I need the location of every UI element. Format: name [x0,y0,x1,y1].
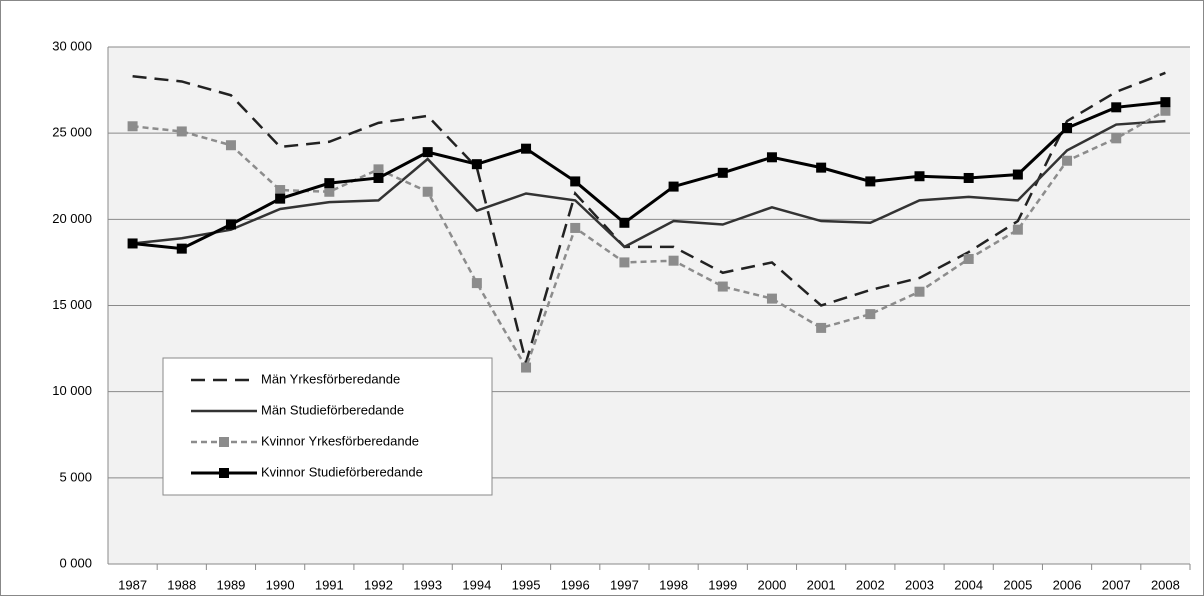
point-marker [1062,155,1073,166]
point-marker [373,172,384,183]
x-tick-label: 1998 [659,577,688,592]
y-tick-label: 20 000 [52,211,92,226]
legend-marker [219,468,229,478]
point-marker [963,253,974,264]
legend-label: Kvinnor Studieförberedande [261,464,423,479]
x-tick-label: 1991 [315,577,344,592]
point-marker [521,362,532,373]
point-marker [1160,97,1171,108]
point-marker [1012,224,1023,235]
point-marker [324,186,335,197]
x-tick-label: 2004 [954,577,983,592]
x-tick-label: 1993 [413,577,442,592]
y-tick-label: 10 000 [52,383,92,398]
x-tick-label: 2001 [807,577,836,592]
x-tick-label: 1996 [561,577,590,592]
y-tick-label: 30 000 [52,38,92,53]
x-tick-label: 2002 [856,577,885,592]
x-tick-label: 1992 [364,577,393,592]
point-marker [1160,105,1171,116]
point-marker [1111,133,1122,144]
x-tick-label: 2007 [1102,577,1131,592]
point-marker [914,286,925,297]
point-marker [717,167,728,178]
point-marker [668,255,679,266]
x-tick-label: 2003 [905,577,934,592]
point-marker [619,217,630,228]
point-marker [1062,122,1073,133]
y-tick-label: 25 000 [52,125,92,140]
x-tick-label: 2006 [1053,577,1082,592]
point-marker [225,219,236,230]
series-line [132,71,1166,368]
x-tick-label: 1994 [462,577,491,592]
point-marker [373,164,384,175]
point-marker [766,152,777,163]
series-line [132,100,1166,251]
point-marker [668,181,679,192]
y-tick-label: 0 000 [59,555,92,570]
point-marker [1012,169,1023,180]
point-marker [275,193,286,204]
x-tick-label: 2005 [1003,577,1032,592]
x-tick-label: 1997 [610,577,639,592]
point-marker [865,309,876,320]
y-tick-label: 5 000 [59,469,92,484]
x-tick-label: 1988 [167,577,196,592]
point-marker [570,176,581,187]
legend-label: Män Studieförberedande [261,402,404,417]
point-marker [521,143,532,154]
point-marker [1111,102,1122,113]
x-tick-label: 1987 [118,577,147,592]
x-tick-label: 1989 [216,577,245,592]
point-marker [422,186,433,197]
legend-label: Män Yrkesförberedande [261,371,400,386]
x-tick-label: 2000 [757,577,786,592]
series-line [132,119,1166,249]
legend-marker [219,437,229,447]
x-tick-label: 1990 [266,577,295,592]
point-marker [324,178,335,189]
point-marker [471,159,482,170]
point-marker [816,322,827,333]
point-marker [717,281,728,292]
point-marker [127,121,138,132]
point-marker [865,176,876,187]
legend-label: Kvinnor Yrkesförberedande [261,433,419,448]
x-tick-label: 1999 [708,577,737,592]
point-marker [816,162,827,173]
x-tick-label: 2008 [1151,577,1180,592]
point-marker [176,126,187,137]
point-marker [225,140,236,151]
point-marker [422,147,433,158]
x-tick-label: 1995 [512,577,541,592]
point-marker [471,278,482,289]
y-tick-label: 15 000 [52,297,92,312]
point-marker [766,293,777,304]
point-marker [963,172,974,183]
point-marker [619,257,630,268]
point-marker [275,185,286,196]
point-marker [570,222,581,233]
point-marker [914,171,925,182]
point-marker [176,243,187,254]
point-marker [127,238,138,249]
